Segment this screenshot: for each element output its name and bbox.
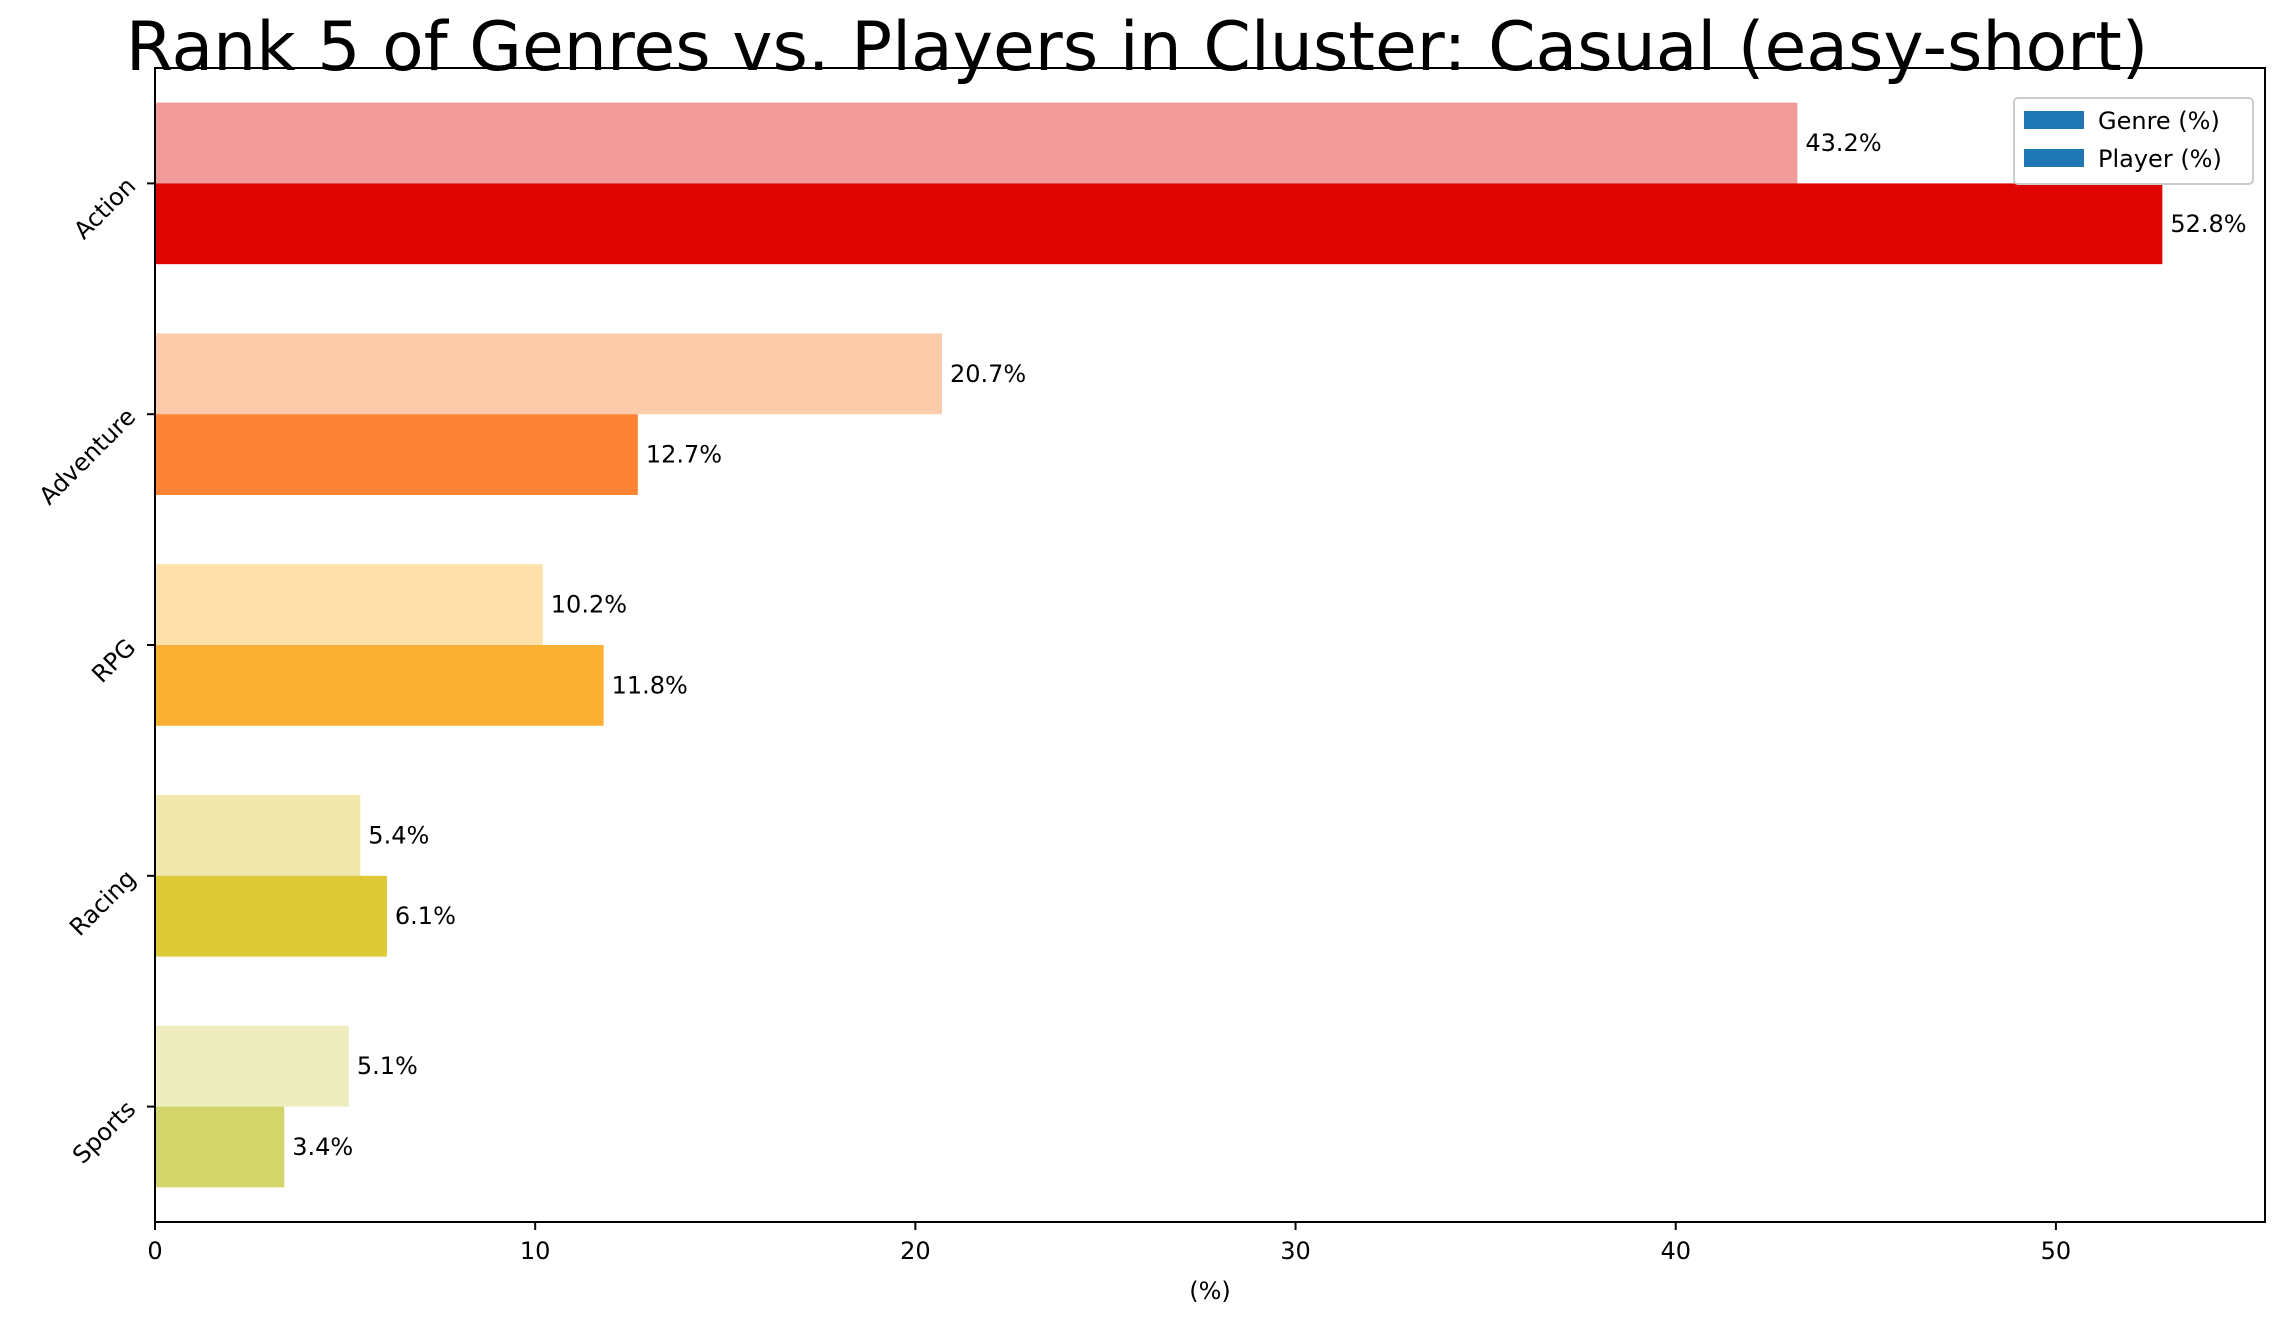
legend: Genre (%) Player (%) (2013, 97, 2254, 185)
x-axis: 0 10 20 30 40 50 (147, 1222, 2071, 1265)
y-tick-label: Action (68, 172, 141, 245)
bar-value-label: 12.7% (646, 441, 722, 469)
bars-group (155, 102, 2163, 1188)
chart-title: Rank 5 of Genres vs. Players in Cluster:… (125, 8, 2149, 87)
y-axis: Action Adventure RPG Racing Sports (34, 172, 155, 1169)
x-axis-label: (%) (1189, 1277, 1231, 1305)
bar-player-sports (155, 1106, 285, 1188)
bar-value-label: 10.2% (551, 591, 627, 619)
legend-entry-label: Genre (%) (2098, 107, 2220, 135)
legend-swatch (2024, 111, 2084, 129)
bar-player-rpg (155, 645, 604, 726)
bar-genre-sports (155, 1025, 349, 1107)
y-tick-label: Sports (67, 1095, 141, 1169)
bar-value-label: 52.8% (2170, 210, 2246, 238)
bar-value-label: 43.2% (1805, 129, 1881, 157)
x-tick-label: 0 (147, 1237, 162, 1265)
legend-swatch (2024, 149, 2084, 167)
y-tick-label: Adventure (34, 403, 142, 511)
bar-value-label: 3.4% (292, 1133, 353, 1161)
bar-genre-racing (155, 795, 361, 876)
bar-value-label: 20.7% (950, 360, 1026, 388)
bar-genre-adventure (155, 333, 942, 415)
bar-genre-action (155, 102, 1798, 184)
y-tick-label: Racing (64, 864, 141, 941)
bar-player-racing (155, 875, 387, 957)
bar-value-label: 11.8% (612, 671, 688, 699)
x-tick-label: 10 (520, 1237, 551, 1265)
bar-labels-group: 43.2% 52.8% 20.7% 12.7% 10.2% 11.8% 5.4% 6.1% 5.… (292, 129, 2246, 1161)
bar-genre-rpg (155, 564, 543, 645)
x-tick-label: 20 (900, 1237, 931, 1265)
bar-player-action (155, 183, 2163, 265)
bar-value-label: 6.1% (395, 902, 456, 930)
y-tick-label: RPG (86, 633, 141, 688)
x-tick-label: 40 (1660, 1237, 1691, 1265)
bar-value-label: 5.4% (368, 821, 429, 849)
legend-entry-label: Player (%) (2098, 145, 2222, 173)
x-tick-label: 50 (2041, 1237, 2072, 1265)
bar-value-label: 5.1% (357, 1052, 418, 1080)
bar-player-adventure (155, 414, 638, 495)
x-tick-label: 30 (1280, 1237, 1311, 1265)
